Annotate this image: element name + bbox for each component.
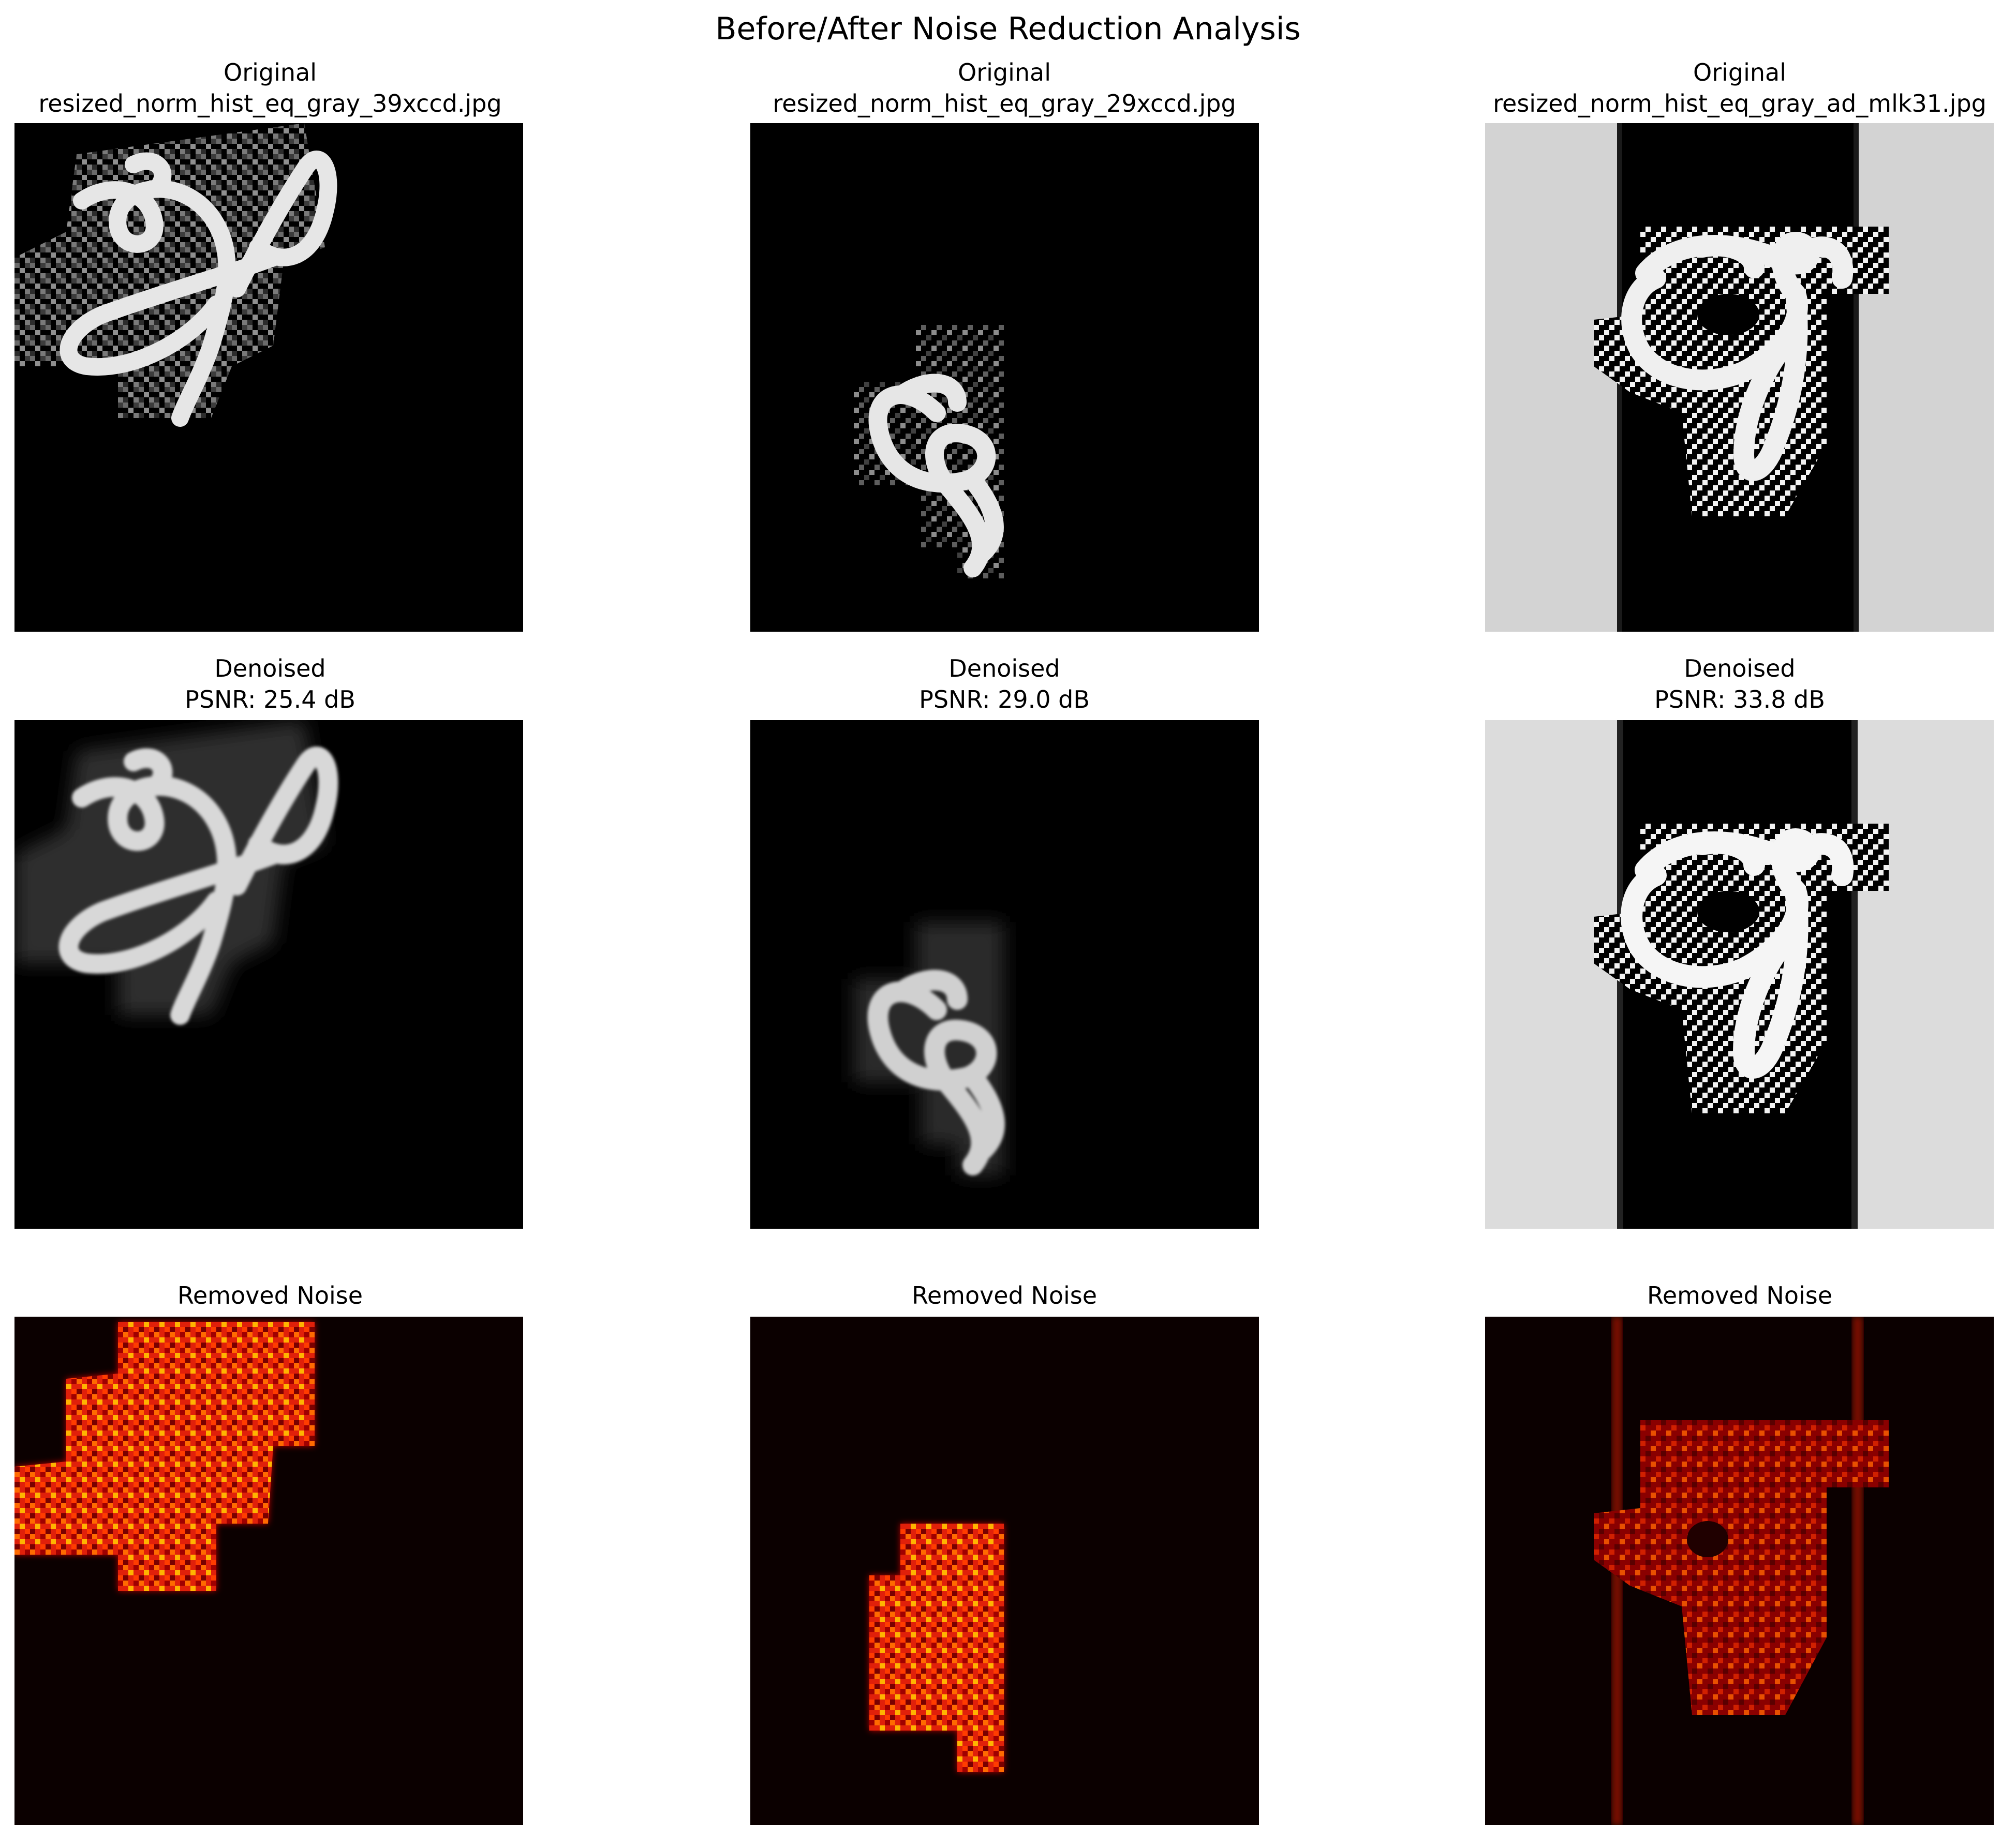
- panel-title-original-1: Original resized_norm_hist_eq_gray_39xcc…: [0, 57, 632, 119]
- panel-title-noise-1: Removed Noise: [0, 1280, 632, 1311]
- psnr-value: PSNR: 29.0 dB: [919, 685, 1090, 713]
- psnr-value: PSNR: 25.4 dB: [185, 685, 355, 713]
- panel-label: Removed Noise: [911, 1281, 1098, 1309]
- panel-label: Original: [223, 58, 317, 86]
- original-image-1: [14, 123, 523, 632]
- panel-label: Denoised: [948, 654, 1060, 682]
- original-image-3: [1485, 123, 1994, 632]
- figure-title: Before/After Noise Reduction Analysis: [715, 11, 1301, 47]
- original-image-2: [750, 123, 1259, 632]
- panel-title-denoised-3: Denoised PSNR: 33.8 dB: [1377, 653, 2016, 715]
- noise-map-2: [750, 1317, 1259, 1825]
- panel-label: Removed Noise: [1647, 1281, 1833, 1309]
- panel-title-denoised-1: Denoised PSNR: 25.4 dB: [0, 653, 632, 715]
- panel-filename: resized_norm_hist_eq_gray_39xccd.jpg: [38, 90, 502, 117]
- panel-label: Denoised: [214, 654, 326, 682]
- panel-label: Removed Noise: [177, 1281, 363, 1309]
- denoised-image-3: [1485, 720, 1994, 1229]
- panel-label: Denoised: [1684, 654, 1796, 682]
- denoised-image-2: [750, 720, 1259, 1229]
- panel-title-original-3: Original resized_norm_hist_eq_gray_ad_ml…: [1377, 57, 2016, 119]
- panel-title-original-2: Original resized_norm_hist_eq_gray_29xcc…: [642, 57, 1367, 119]
- panel-title-denoised-2: Denoised PSNR: 29.0 dB: [642, 653, 1367, 715]
- panel-filename: resized_norm_hist_eq_gray_ad_mlk31.jpg: [1493, 90, 1987, 117]
- noise-map-1: [14, 1317, 523, 1825]
- psnr-value: PSNR: 33.8 dB: [1654, 685, 1825, 713]
- panel-label: Original: [957, 58, 1051, 86]
- panel-label: Original: [1693, 58, 1786, 86]
- panel-title-noise-3: Removed Noise: [1377, 1280, 2016, 1311]
- denoised-image-1: [14, 720, 523, 1229]
- noise-map-3: [1485, 1317, 1994, 1825]
- panel-filename: resized_norm_hist_eq_gray_29xccd.jpg: [773, 90, 1236, 117]
- panel-title-noise-2: Removed Noise: [642, 1280, 1367, 1311]
